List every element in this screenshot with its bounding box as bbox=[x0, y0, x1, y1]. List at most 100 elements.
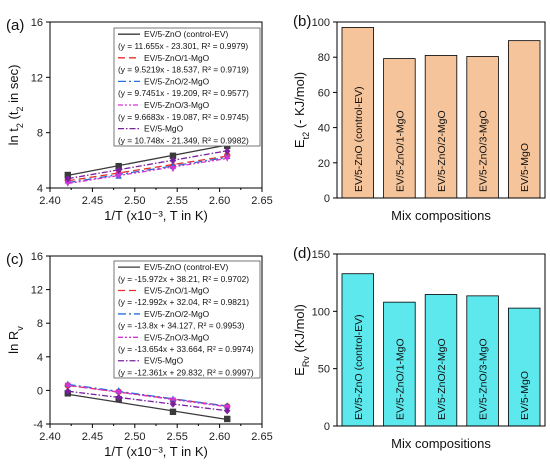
bar-label: EV/5-MgO bbox=[519, 371, 531, 420]
y-tick-label: -4 bbox=[33, 419, 43, 431]
y-tick-label: 20 bbox=[318, 158, 330, 170]
x-tick-label: 2.60 bbox=[209, 431, 230, 443]
data-point bbox=[115, 166, 122, 174]
x-tick-label: 2.65 bbox=[251, 431, 272, 443]
x-axis-label: Mix compositions bbox=[391, 208, 491, 223]
legend-entry: EV/5-ZnO/2-MgO bbox=[144, 309, 210, 319]
data-point bbox=[64, 171, 72, 179]
bar bbox=[466, 56, 499, 199]
data-point bbox=[224, 407, 231, 415]
legend-entry: EV/5-MgO bbox=[144, 356, 184, 366]
legend: EV/5-ZnO (control-EV) (y = 11.655x - 23.3… bbox=[113, 27, 261, 147]
series-4 bbox=[64, 147, 231, 183]
legend-fit: (y = 10.748x - 21.349, R² = 0.9982) bbox=[118, 135, 249, 145]
legend-entry: EV/5-ZnO/1-MgO bbox=[144, 286, 210, 296]
series-3 bbox=[64, 155, 231, 187]
fit-line bbox=[67, 393, 228, 421]
legend-entry: EV/5-ZnO (control-EV) bbox=[144, 29, 228, 39]
y-tick-label: 4 bbox=[37, 183, 43, 195]
data-point bbox=[224, 415, 231, 423]
y-tick-label: 0 bbox=[324, 421, 330, 433]
data-point bbox=[169, 165, 177, 173]
x-tick-label: 2.65 bbox=[251, 195, 272, 207]
y-tick-label: 60 bbox=[318, 87, 330, 99]
bar-label: EV/5-ZnO/3-MgO bbox=[478, 110, 490, 192]
data-point bbox=[169, 408, 177, 416]
legend-box bbox=[113, 27, 261, 147]
bar bbox=[383, 58, 416, 199]
y-tick-label: 8 bbox=[37, 318, 43, 330]
panel-b: EV/5-ZnO (control-EV) EV/5-ZnO/1-MgO EV/5-… bbox=[292, 13, 546, 223]
panel-label: (b) bbox=[293, 13, 311, 30]
legend-entry: EV/5-ZnO/1-MgO bbox=[144, 53, 210, 63]
x-tick-label: 2.50 bbox=[124, 431, 145, 443]
legend-fit: (y = 9.5219x - 18.537, R² = 0.9719) bbox=[118, 65, 249, 75]
y-axis-label-part: (- KJ/mol) bbox=[292, 72, 307, 132]
data-point bbox=[64, 387, 72, 395]
y-axis-label: ln Rv bbox=[6, 326, 25, 354]
legend-fit: (y = -13.654x + 33.664, R² = 0.9974) bbox=[118, 344, 254, 354]
data-point bbox=[115, 393, 122, 402]
x-axis-label: 1/T (x10⁻³, T in K) bbox=[104, 444, 208, 459]
x-tick-label: 2.45 bbox=[82, 431, 103, 443]
panel-d: EV/5-ZnO (control-EV) EV/5-ZnO/1-MgO EV/5-… bbox=[292, 245, 546, 451]
bar bbox=[466, 295, 499, 427]
x-tick-label: 2.45 bbox=[82, 195, 103, 207]
legend-fit: (y = -12.992x + 32.04, R² = 0.9821) bbox=[118, 297, 249, 307]
y-axis-label-part: v bbox=[15, 326, 25, 331]
bar-label: EV/5-ZnO/1-MgO bbox=[394, 338, 406, 420]
y-tick-label: 8 bbox=[37, 128, 43, 140]
data-point bbox=[115, 172, 122, 179]
x-tick-label: 2.40 bbox=[39, 431, 60, 443]
legend: EV/5-ZnO (control-EV) (y = -15.972x + 38.… bbox=[113, 260, 261, 379]
y-axis-label: Et2 (- KJ/mol) bbox=[292, 72, 311, 148]
y-axis-label-part: (KJ/mol) bbox=[292, 304, 307, 356]
y-axis-label-part: ln t bbox=[6, 128, 21, 146]
x-tick-label: 2.55 bbox=[166, 431, 187, 443]
legend-entry: EV/5-ZnO/3-MgO bbox=[144, 100, 210, 110]
plot-frame bbox=[336, 253, 546, 427]
y-tick-label: 16 bbox=[31, 17, 43, 29]
y-axis-label-part: 2 bbox=[15, 123, 25, 128]
y-axis-label-part: E bbox=[292, 367, 307, 376]
bar-label: EV/5-ZnO/1-MgO bbox=[394, 110, 406, 192]
y-axis-label-part: E bbox=[292, 139, 307, 148]
plot-frame bbox=[336, 21, 546, 199]
fit-line bbox=[67, 390, 228, 412]
legend-fit: (y = 9.7451x - 19.209, R² = 0.9577) bbox=[118, 88, 249, 98]
legend-fit: (y = -15.972x + 38.21, R² = 0.9702) bbox=[118, 274, 249, 284]
legend-entry: EV/5-MgO bbox=[144, 124, 184, 134]
y-axis-label-part: ln R bbox=[6, 331, 21, 354]
panel-label: (c) bbox=[6, 251, 24, 268]
x-axis-label: 1/T (x10⁻³, T in K) bbox=[104, 208, 208, 223]
fit-line bbox=[67, 155, 228, 182]
panel-label: (a) bbox=[6, 17, 24, 34]
data-point bbox=[224, 147, 231, 155]
bar bbox=[424, 55, 458, 199]
series-4 bbox=[64, 387, 231, 415]
data-point bbox=[64, 382, 72, 390]
fit-line bbox=[67, 156, 228, 184]
y-tick-label: 0 bbox=[37, 385, 43, 397]
bar bbox=[507, 307, 541, 427]
data-point bbox=[224, 155, 231, 162]
y-tick-label: 4 bbox=[37, 352, 43, 364]
data-point bbox=[169, 156, 177, 165]
x-tick-label: 2.60 bbox=[209, 195, 230, 207]
fit-line bbox=[67, 157, 228, 185]
legend-entry: EV/5-ZnO/3-MgO bbox=[144, 332, 210, 342]
bar-label: EV/5-ZnO/2-MgO bbox=[436, 110, 448, 192]
bar bbox=[341, 273, 375, 427]
panel-c: 2.40 2.45 2.50 2.55 2.60 2.65 -4 0 4 8 12 16 1/T (x1… bbox=[6, 251, 273, 459]
legend-fit: (y = 11.655x - 23.301, R² = 0.9979) bbox=[118, 41, 248, 51]
legend-fit: (y = 9.6683x - 19.087, R² = 0.9745) bbox=[118, 112, 249, 122]
y-axis-label-part: 2 bbox=[15, 106, 25, 111]
y-tick-label: 100 bbox=[312, 306, 330, 318]
y-axis-label-part: (t bbox=[6, 111, 21, 123]
y-tick-label: 12 bbox=[31, 72, 43, 84]
y-tick-label: 150 bbox=[312, 249, 330, 261]
data-point bbox=[115, 162, 122, 170]
y-tick-label: 16 bbox=[31, 251, 43, 263]
data-point bbox=[169, 400, 177, 408]
